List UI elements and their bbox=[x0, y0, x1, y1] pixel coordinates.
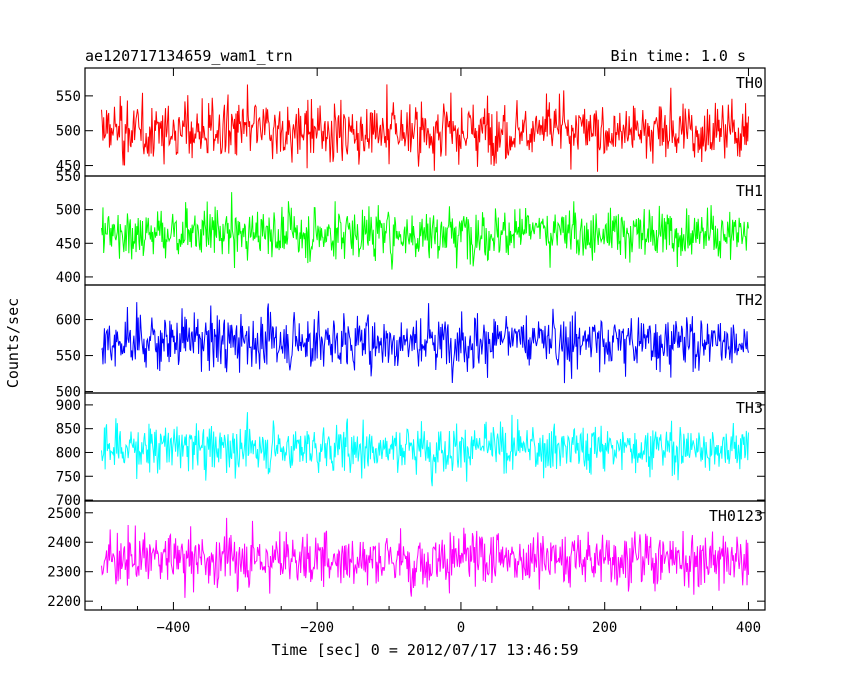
y-tick-label: 2500 bbox=[47, 506, 81, 522]
panel-label: TH1 bbox=[736, 182, 763, 200]
y-tick-label: 450 bbox=[56, 159, 81, 175]
y-tick-label: 400 bbox=[56, 270, 81, 286]
y-tick-label: 900 bbox=[56, 398, 81, 414]
y-tick-label: 500 bbox=[56, 124, 81, 140]
y-tick-label: 550 bbox=[56, 349, 81, 365]
x-axis-label: Time [sec] 0 = 2012/07/17 13:46:59 bbox=[271, 641, 578, 659]
panel-th0: 450 500 550 TH0 bbox=[56, 67, 766, 177]
panel-label: TH0 bbox=[736, 74, 763, 92]
x-tick-label: 400 bbox=[736, 620, 761, 636]
y-tick-label: 700 bbox=[56, 493, 81, 509]
y-tick-label: 500 bbox=[56, 203, 81, 219]
y-tick-label: 800 bbox=[56, 445, 81, 461]
y-tick-label: 500 bbox=[56, 385, 81, 401]
y-tick-label: 750 bbox=[56, 469, 81, 485]
y-tick-label: 2200 bbox=[47, 594, 81, 610]
trace-th0 bbox=[101, 84, 749, 172]
y-tick-label: 2300 bbox=[47, 565, 81, 581]
y-tick-label: 450 bbox=[56, 236, 81, 252]
trace-th0123 bbox=[101, 517, 749, 598]
x-axis: −400 −200 0 200 400 bbox=[101, 68, 761, 636]
y-tick-label: 550 bbox=[56, 169, 81, 185]
y-tick-label: 600 bbox=[56, 313, 81, 329]
y-tick-label: 850 bbox=[56, 422, 81, 438]
x-tick-label: 0 bbox=[457, 620, 465, 636]
panel-th3: 700 750 800 850 900 TH3 bbox=[56, 392, 766, 509]
y-axis-label: Counts/sec bbox=[4, 298, 22, 388]
x-tick-label: −400 bbox=[157, 620, 191, 636]
panel-th1: 400 450 500 550 TH1 bbox=[56, 169, 766, 286]
panel-label: TH3 bbox=[736, 399, 763, 417]
panel-label: TH0123 bbox=[709, 507, 763, 525]
panel-th0123: 2200 2300 2400 2500 TH0123 bbox=[47, 500, 766, 611]
y-tick-label: 550 bbox=[56, 89, 81, 105]
panel-th2: 500 550 600 TH2 bbox=[56, 284, 766, 401]
chart-title: ae120717134659_wam1_trn bbox=[85, 47, 293, 65]
panel-label: TH2 bbox=[736, 291, 763, 309]
panels-group: 450 500 550 TH0 400 450 500 550 TH1 500 550 600 TH2 7… bbox=[47, 67, 766, 611]
trace-th2 bbox=[101, 302, 749, 384]
bin-time-label: Bin time: 1.0 s bbox=[611, 47, 746, 65]
x-tick-label: −200 bbox=[300, 620, 334, 636]
y-tick-label: 2400 bbox=[47, 535, 81, 551]
trace-th1 bbox=[101, 192, 749, 270]
x-tick-label: 200 bbox=[592, 620, 617, 636]
trace-th3 bbox=[101, 412, 749, 487]
